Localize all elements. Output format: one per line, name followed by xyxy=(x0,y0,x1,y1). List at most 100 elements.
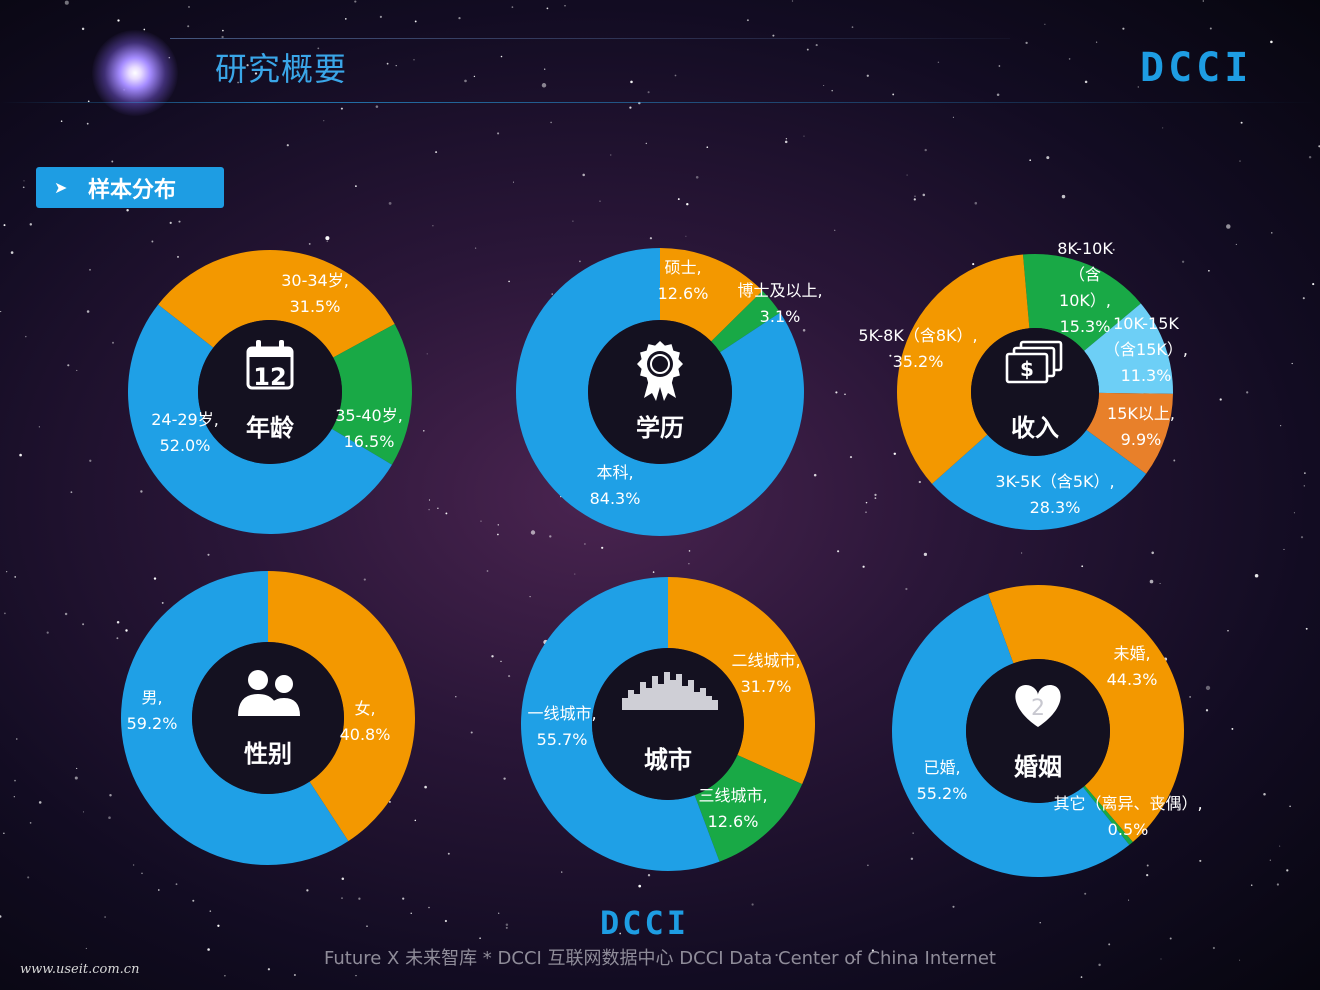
dcci-footer-logo-icon: DCCI xyxy=(600,908,686,938)
star xyxy=(169,221,172,224)
star xyxy=(1146,873,1149,877)
star xyxy=(1293,512,1295,514)
star xyxy=(192,899,195,902)
star xyxy=(1212,946,1215,950)
donut-slice xyxy=(891,593,1130,878)
star xyxy=(413,59,415,61)
star xyxy=(366,925,368,927)
star xyxy=(126,208,129,212)
star xyxy=(108,816,111,819)
star xyxy=(445,512,448,515)
slice-label: 本科, 84.3% xyxy=(590,463,641,508)
star xyxy=(835,391,838,394)
star xyxy=(491,655,494,658)
star xyxy=(1271,232,1273,234)
star xyxy=(1276,883,1280,886)
donut-title: 年龄 xyxy=(246,414,295,442)
star xyxy=(104,916,106,918)
star xyxy=(508,675,511,678)
donut-slice xyxy=(121,571,349,865)
star xyxy=(132,864,135,866)
slice-label: 10K-15K （含15K）, 11.3% xyxy=(1104,314,1188,385)
star xyxy=(1308,155,1312,159)
star xyxy=(402,897,405,900)
slice-label: 3K-5K（含5K）, 28.3% xyxy=(995,472,1114,517)
star xyxy=(25,335,27,338)
star xyxy=(905,587,908,591)
donut-slice xyxy=(521,577,720,871)
star xyxy=(1173,459,1176,462)
star xyxy=(647,91,650,94)
star xyxy=(237,81,239,84)
star xyxy=(1202,0,1204,2)
donut-slice xyxy=(158,250,395,358)
star xyxy=(1239,160,1241,162)
star xyxy=(893,452,897,456)
star xyxy=(1151,551,1154,555)
star xyxy=(497,533,499,536)
star xyxy=(308,242,311,245)
star xyxy=(38,426,40,428)
star xyxy=(688,563,690,565)
star xyxy=(1162,127,1164,129)
star xyxy=(464,79,467,83)
donut-title: 收入 xyxy=(1011,414,1059,442)
star xyxy=(224,975,226,977)
star xyxy=(974,201,978,205)
star xyxy=(844,393,846,396)
star xyxy=(177,255,179,258)
star xyxy=(64,612,68,616)
star xyxy=(379,15,383,19)
slice-label: 已婚, 55.2% xyxy=(917,758,968,803)
star xyxy=(1286,869,1289,872)
donut-title: 婚姻 xyxy=(1014,753,1062,781)
star xyxy=(629,106,632,109)
star xyxy=(222,29,224,32)
star xyxy=(375,105,379,108)
star xyxy=(1146,864,1149,867)
slice-label: 未婚, 44.3% xyxy=(1107,644,1158,689)
star xyxy=(474,247,477,249)
star xyxy=(207,948,210,951)
star xyxy=(937,61,940,64)
star xyxy=(802,329,806,332)
star xyxy=(1169,937,1172,940)
donut-slice xyxy=(1084,303,1174,394)
star xyxy=(906,174,908,176)
star xyxy=(1081,565,1084,568)
star xyxy=(582,173,585,177)
star xyxy=(1039,922,1041,924)
star xyxy=(109,793,112,797)
star xyxy=(867,864,869,867)
star xyxy=(447,852,450,855)
star xyxy=(3,224,6,227)
donut-slice xyxy=(711,290,781,353)
star xyxy=(157,889,160,891)
star xyxy=(1112,248,1115,251)
slice-label: 5K-8K（含8K）, 35.2% xyxy=(858,326,977,371)
star xyxy=(1289,805,1291,808)
donut-slice xyxy=(331,324,412,465)
star xyxy=(111,160,114,163)
star xyxy=(584,543,586,545)
star xyxy=(529,595,531,598)
slice-label: 三线城市, 12.6% xyxy=(698,786,767,831)
heart-icon: 2 xyxy=(1015,685,1061,727)
star xyxy=(550,121,552,124)
star xyxy=(572,220,574,222)
star xyxy=(871,949,875,952)
donut-1: 12 年龄 30-34岁, 31.5% 35-40岁, 16.5% 24-29岁, 52.0% xyxy=(127,250,412,535)
nebula-glow-icon xyxy=(92,30,178,116)
star xyxy=(143,28,146,31)
star xyxy=(424,785,427,789)
star xyxy=(14,779,16,782)
star xyxy=(775,954,778,957)
star xyxy=(815,44,818,47)
star xyxy=(849,456,853,459)
star xyxy=(500,55,503,58)
star xyxy=(647,874,651,877)
star xyxy=(86,122,89,125)
donut-hole xyxy=(592,648,744,800)
star xyxy=(414,20,417,23)
star xyxy=(1046,156,1050,160)
